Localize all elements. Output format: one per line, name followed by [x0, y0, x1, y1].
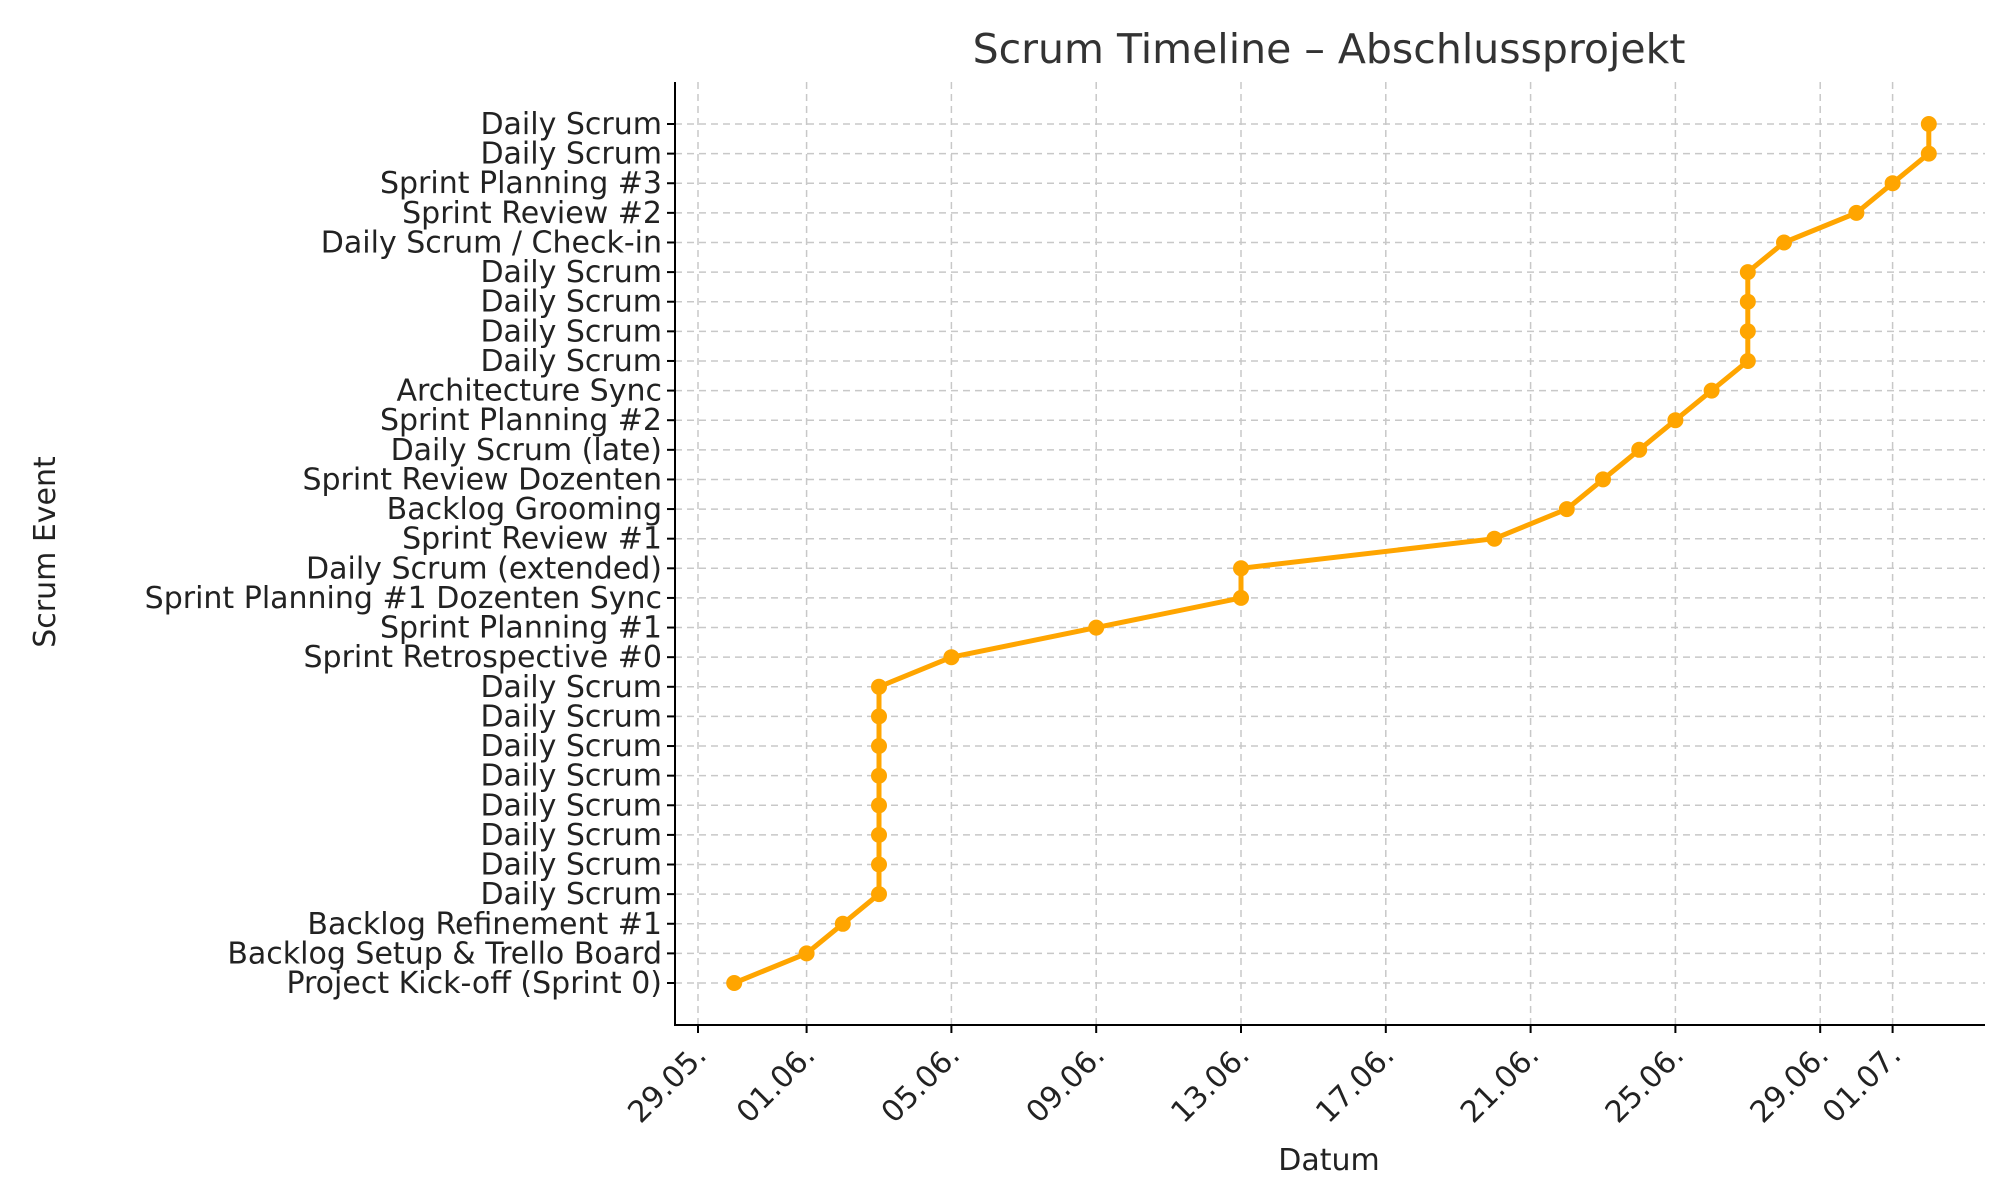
- y-tick-label: Daily Scrum (late): [391, 433, 662, 468]
- data-point: [1558, 501, 1575, 518]
- data-point: [871, 826, 887, 843]
- data-point: [1884, 175, 1901, 192]
- y-tick-label: Daily Scrum: [480, 759, 662, 794]
- data-point: [1667, 412, 1684, 429]
- y-tick-label: Daily Scrum: [480, 699, 662, 734]
- y-tick-label: Backlog Refinement #1: [307, 907, 662, 942]
- y-tick-label: Backlog Setup & Trello Board: [227, 936, 662, 971]
- x-tick-label: 05.06.: [875, 1038, 967, 1130]
- y-tick-label: Daily Scrum: [480, 137, 662, 172]
- y-tick-label: Project Kick-off (Sprint 0): [286, 966, 662, 1001]
- y-tick-label: Sprint Review #2: [402, 196, 662, 231]
- data-point: [871, 886, 887, 903]
- y-tick-label: Daily Scrum: [480, 670, 662, 705]
- y-tick-label: Sprint Planning #1 Dozenten Sync: [145, 581, 662, 616]
- y-tick-label: Daily Scrum: [480, 848, 662, 883]
- x-tick-label: 29.06.: [1744, 1038, 1836, 1130]
- data-point: [1739, 323, 1756, 340]
- y-tick-label: Architecture Sync: [396, 374, 662, 409]
- data-point: [1595, 471, 1611, 488]
- y-tick-label: Daily Scrum: [480, 818, 662, 853]
- y-tick-label: Daily Scrum: [480, 344, 662, 379]
- data-point: [798, 945, 815, 962]
- axes-layer: [667, 82, 1985, 1033]
- data-point: [1920, 116, 1937, 132]
- y-tick-label: Sprint Review #1: [402, 522, 662, 557]
- series-line: [733, 124, 1932, 986]
- data-point: [1739, 293, 1756, 310]
- data-point: [1233, 560, 1249, 577]
- data-point: [871, 856, 887, 873]
- x-tick-label: 01.06.: [730, 1038, 822, 1130]
- y-tick-label: Sprint Review Dozenten: [302, 462, 662, 497]
- data-point: [871, 678, 887, 695]
- x-tick-label: 25.06.: [1599, 1038, 1691, 1130]
- data-point: [1631, 441, 1648, 458]
- y-tick-label: Sprint Planning #3: [380, 166, 662, 201]
- data-point: [1233, 589, 1249, 606]
- y-tick-label: Daily Scrum: [480, 255, 662, 290]
- data-point: [1848, 204, 1865, 221]
- x-tick-label: 29.05.: [621, 1038, 713, 1130]
- y-tick-label: Daily Scrum: [480, 729, 662, 764]
- grid-layer: [675, 82, 1985, 1025]
- data-point: [1739, 264, 1756, 281]
- data-point: [871, 738, 887, 754]
- data-point: [1486, 530, 1503, 547]
- x-tick-label: 09.06.: [1020, 1038, 1112, 1130]
- y-tick-label: Daily Scrum: [480, 788, 662, 823]
- x-tick-label: 13.06.: [1164, 1038, 1256, 1130]
- y-tick-label: Sprint Planning #1: [380, 611, 662, 646]
- y-tick-label: Backlog Grooming: [387, 492, 662, 527]
- data-point: [871, 708, 887, 725]
- data-point: [1739, 353, 1756, 369]
- chart-title: Scrum Timeline – Abschlussprojekt: [973, 25, 1686, 73]
- y-tick-label: Daily Scrum: [480, 314, 662, 349]
- data-point: [1776, 234, 1792, 251]
- y-tick-label: Sprint Planning #2: [380, 403, 662, 438]
- x-tick-label: 17.06.: [1309, 1038, 1401, 1130]
- data-point: [1920, 145, 1937, 162]
- y-tick-label: Daily Scrum: [480, 107, 662, 142]
- series-layer: [726, 116, 1937, 991]
- data-point: [1088, 619, 1105, 636]
- x-tick-labels: 29.05. 01.06. 05.06. 09.06. 13.06. 17.06. 21.0…: [621, 1038, 1908, 1130]
- x-tick-label: 01.07.: [1816, 1038, 1908, 1130]
- y-axis-title: Scrum Event: [28, 456, 63, 648]
- data-point: [726, 975, 743, 991]
- data-point: [1703, 382, 1720, 399]
- y-tick-labels: Project Kick-off (Sprint 0)Backlog Setup…: [145, 107, 662, 1001]
- x-axis-title: Datum: [1278, 1143, 1379, 1178]
- x-tick-label: 21.06.: [1454, 1038, 1546, 1130]
- data-point: [834, 915, 851, 932]
- y-tick-label: Daily Scrum / Check-in: [321, 225, 662, 260]
- data-point: [943, 649, 960, 666]
- y-tick-label: Daily Scrum: [480, 285, 662, 320]
- y-tick-label: Daily Scrum (extended): [306, 551, 662, 586]
- data-point: [871, 767, 887, 784]
- y-tick-label: Sprint Retrospective #0: [303, 640, 662, 675]
- y-tick-label: Daily Scrum: [480, 877, 662, 912]
- data-point: [871, 797, 887, 814]
